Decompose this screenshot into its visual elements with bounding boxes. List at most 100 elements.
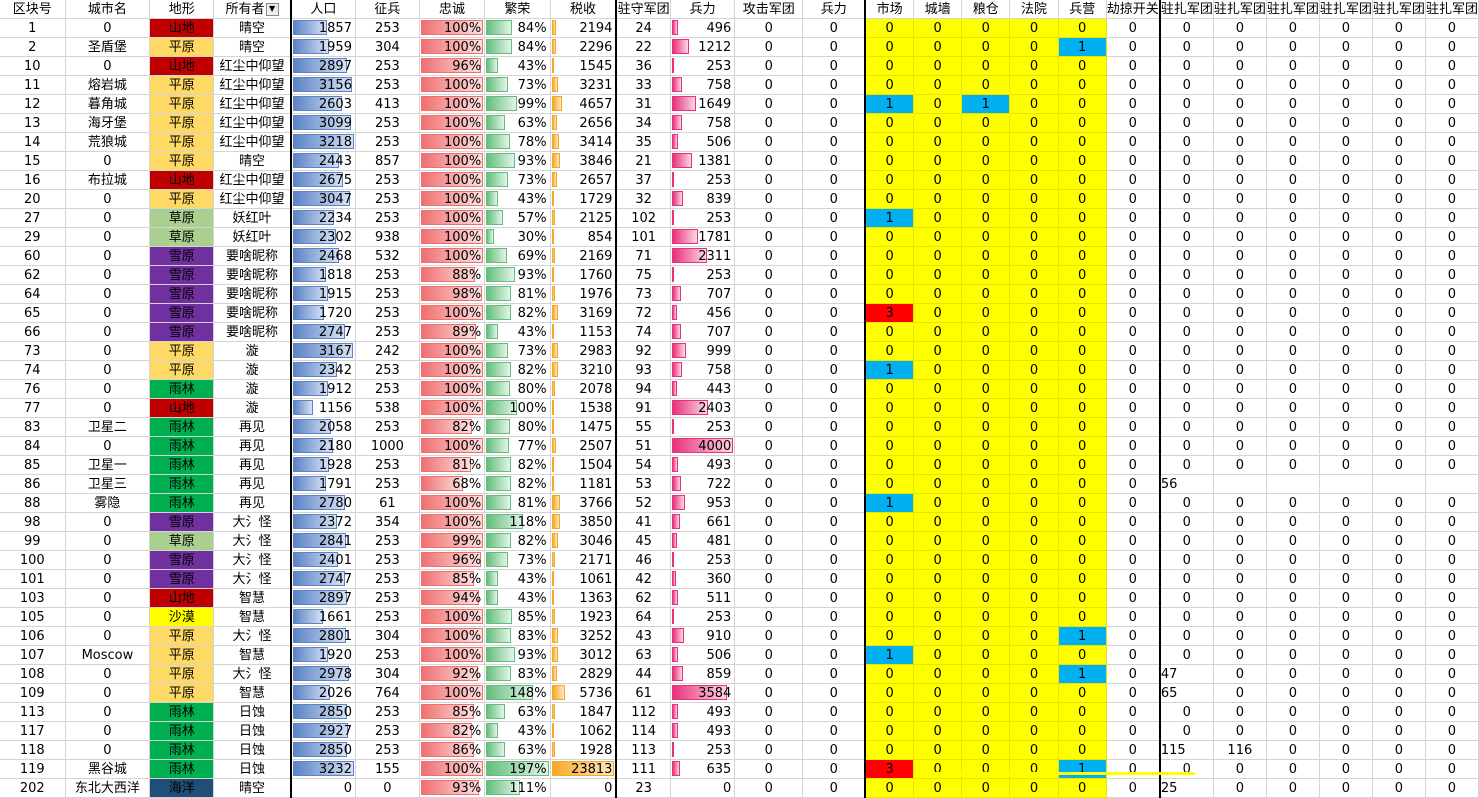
wall-cell[interactable]: 0: [913, 474, 963, 494]
attack-legion-cell[interactable]: 0: [734, 341, 804, 361]
stationed-legion-cell[interactable]: 0: [1266, 740, 1320, 760]
garrison-legion-cell[interactable]: 32: [616, 189, 671, 209]
prosperity-cell[interactable]: 83%: [484, 664, 551, 684]
wall-cell[interactable]: 0: [913, 94, 963, 114]
owner-cell[interactable]: 红尘中仰望: [213, 132, 292, 152]
stationed-legion-cell[interactable]: 0: [1266, 683, 1320, 703]
attack-legion-cell[interactable]: 0: [734, 132, 804, 152]
stationed-legion-cell[interactable]: 0: [1213, 645, 1267, 665]
owner-cell[interactable]: 红尘中仰望: [213, 75, 292, 95]
garrison-legion-cell[interactable]: 72: [616, 303, 671, 323]
stationed-legion-cell[interactable]: 0: [1425, 227, 1479, 247]
garrison-legion-cell[interactable]: 55: [616, 417, 671, 437]
granary-cell[interactable]: 0: [961, 322, 1011, 342]
loyalty-cell[interactable]: 100%: [419, 94, 486, 114]
garrison-legion-cell[interactable]: 94: [616, 379, 671, 399]
stationed-legion-cell[interactable]: 0: [1213, 151, 1267, 171]
loyalty-cell[interactable]: 89%: [419, 322, 486, 342]
stationed-legion-cell[interactable]: 0: [1266, 626, 1320, 646]
stationed-legion-cell[interactable]: 0: [1372, 493, 1426, 513]
population-cell[interactable]: 2850: [290, 740, 356, 760]
wall-cell[interactable]: 0: [913, 436, 963, 456]
granary-cell[interactable]: 1: [961, 94, 1011, 114]
market-cell[interactable]: 0: [865, 436, 914, 456]
stationed-legion-cell[interactable]: 0: [1266, 151, 1320, 171]
block-id-cell[interactable]: 74: [0, 360, 66, 380]
conscript-cell[interactable]: 253: [355, 588, 420, 608]
attack-troops-cell[interactable]: 0: [802, 645, 867, 665]
granary-cell[interactable]: 0: [961, 379, 1011, 399]
stationed-legion-cell[interactable]: 0: [1319, 626, 1373, 646]
court-cell[interactable]: 0: [1009, 75, 1059, 95]
header-cell[interactable]: 兵力: [802, 0, 867, 19]
barracks-cell[interactable]: 0: [1058, 284, 1107, 304]
barracks-cell[interactable]: 1: [1058, 664, 1107, 684]
block-id-cell[interactable]: 76: [0, 379, 66, 399]
barracks-cell[interactable]: 0: [1058, 417, 1107, 437]
stationed-legion-cell[interactable]: 0: [1425, 493, 1479, 513]
prosperity-cell[interactable]: 100%: [484, 398, 551, 418]
loyalty-cell[interactable]: 100%: [419, 645, 486, 665]
owner-cell[interactable]: 要啥昵称: [213, 246, 292, 266]
barracks-cell[interactable]: 0: [1058, 132, 1107, 152]
stationed-legion-cell[interactable]: 0: [1425, 56, 1479, 76]
granary-cell[interactable]: 0: [961, 664, 1011, 684]
prosperity-cell[interactable]: 93%: [484, 645, 551, 665]
wall-cell[interactable]: 0: [913, 588, 963, 608]
granary-cell[interactable]: 0: [961, 360, 1011, 380]
troops-cell[interactable]: 758: [670, 113, 736, 133]
owner-cell[interactable]: 红尘中仰望: [213, 189, 292, 209]
stationed-legion-cell[interactable]: 0: [1213, 379, 1267, 399]
city-name-cell[interactable]: 海牙堡: [65, 113, 151, 133]
raid-toggle-cell[interactable]: 0: [1106, 341, 1161, 361]
block-id-cell[interactable]: 15: [0, 151, 66, 171]
stationed-legion-cell[interactable]: 0: [1319, 284, 1373, 304]
attack-troops-cell[interactable]: 0: [802, 132, 867, 152]
attack-legion-cell[interactable]: 0: [734, 56, 804, 76]
block-id-cell[interactable]: 11: [0, 75, 66, 95]
city-name-cell[interactable]: 0: [65, 208, 151, 228]
court-cell[interactable]: 0: [1009, 227, 1059, 247]
city-name-cell[interactable]: 0: [65, 607, 151, 627]
tax-cell[interactable]: 2507: [550, 436, 618, 456]
troops-cell[interactable]: 506: [670, 645, 736, 665]
conscript-cell[interactable]: 253: [355, 132, 420, 152]
garrison-legion-cell[interactable]: 45: [616, 531, 671, 551]
city-name-cell[interactable]: 0: [65, 360, 151, 380]
attack-legion-cell[interactable]: 0: [734, 493, 804, 513]
garrison-legion-cell[interactable]: 36: [616, 56, 671, 76]
barracks-cell[interactable]: 0: [1058, 303, 1107, 323]
troops-cell[interactable]: 1212: [670, 37, 736, 57]
court-cell[interactable]: 0: [1009, 94, 1059, 114]
stationed-legion-cell[interactable]: 0: [1319, 75, 1373, 95]
granary-cell[interactable]: 0: [961, 75, 1011, 95]
prosperity-cell[interactable]: 69%: [484, 246, 551, 266]
conscript-cell[interactable]: 253: [355, 265, 420, 285]
city-name-cell[interactable]: 0: [65, 512, 151, 532]
stationed-legion-cell[interactable]: 0: [1425, 75, 1479, 95]
court-cell[interactable]: 0: [1009, 493, 1059, 513]
stationed-legion-cell[interactable]: 0: [1266, 417, 1320, 437]
terrain-cell[interactable]: 雪原: [149, 569, 215, 589]
attack-troops-cell[interactable]: 0: [802, 569, 867, 589]
barracks-cell[interactable]: 0: [1058, 113, 1107, 133]
market-cell[interactable]: 0: [865, 246, 914, 266]
terrain-cell[interactable]: 草原: [149, 227, 215, 247]
block-id-cell[interactable]: 103: [0, 588, 66, 608]
terrain-cell[interactable]: 雨林: [149, 702, 215, 722]
court-cell[interactable]: 0: [1009, 550, 1059, 570]
garrison-legion-cell[interactable]: 74: [616, 322, 671, 342]
population-cell[interactable]: 1915: [290, 284, 356, 304]
stationed-legion-cell[interactable]: 0: [1372, 512, 1426, 532]
block-id-cell[interactable]: 202: [0, 778, 66, 798]
barracks-cell[interactable]: 0: [1058, 227, 1107, 247]
owner-cell[interactable]: 大氵怪: [213, 512, 292, 532]
loyalty-cell[interactable]: 93%: [419, 778, 486, 798]
raid-toggle-cell[interactable]: 0: [1106, 18, 1161, 38]
court-cell[interactable]: 0: [1009, 189, 1059, 209]
conscript-cell[interactable]: 253: [355, 702, 420, 722]
stationed-legion-cell[interactable]: 0: [1159, 512, 1214, 532]
wall-cell[interactable]: 0: [913, 322, 963, 342]
granary-cell[interactable]: 0: [961, 436, 1011, 456]
granary-cell[interactable]: 0: [961, 550, 1011, 570]
